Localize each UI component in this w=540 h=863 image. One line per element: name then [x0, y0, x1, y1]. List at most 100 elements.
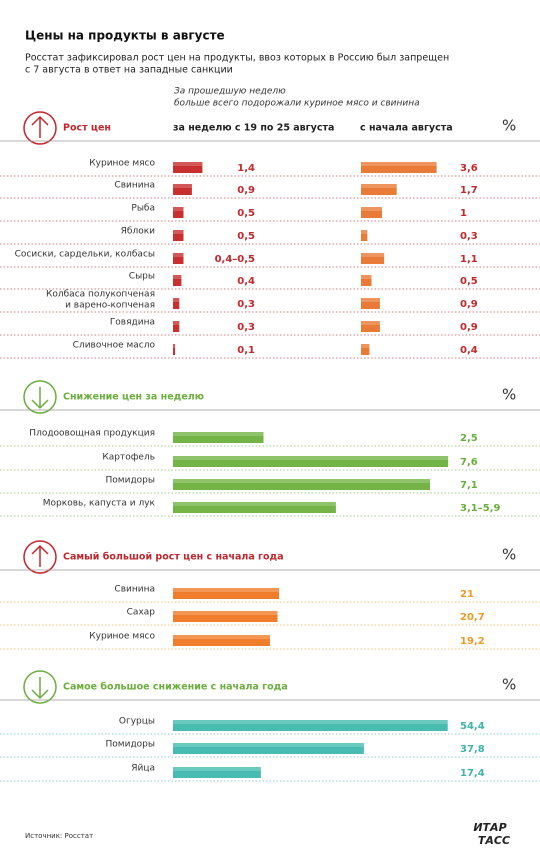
bar-highlight	[173, 321, 180, 325]
bar-highlight	[361, 230, 368, 234]
category-label: Сосиски, сардельки, колбасы	[15, 250, 155, 260]
category-label: Свинина	[114, 585, 155, 595]
bar	[173, 502, 336, 513]
subtitle: Росстат зафиксировал рост цен на продукт…	[25, 53, 449, 64]
logo: ИТАР	[473, 821, 506, 834]
section-arrow	[31, 115, 49, 138]
bar-highlight	[361, 184, 397, 188]
bar-highlight	[173, 184, 192, 188]
note: больше всего подорожали куриное мясо и с…	[174, 99, 420, 109]
bar	[361, 298, 380, 309]
category-label: Огурцы	[119, 717, 155, 727]
section-arrow	[31, 544, 49, 567]
section-icon	[23, 540, 57, 574]
bar	[173, 321, 180, 332]
value-label: 0,3	[237, 299, 255, 310]
column-header: за неделю с 19 по 25 августа	[173, 123, 334, 134]
category-label: Сыры	[129, 272, 155, 282]
bar-highlight	[173, 207, 184, 211]
bar	[361, 207, 382, 218]
section-title: Снижение цен за неделю	[63, 392, 204, 403]
bar	[361, 162, 437, 173]
unit: %	[502, 117, 516, 135]
category-label: Куриное мясо	[89, 159, 155, 169]
bar-highlight	[361, 344, 370, 348]
value-label: 0,5	[237, 231, 255, 242]
bar	[173, 298, 180, 309]
bar	[361, 344, 370, 355]
category-label: Яблоки	[121, 227, 155, 237]
value-label: 37,8	[460, 744, 485, 755]
value-label: 1,1	[460, 254, 478, 265]
value-label: 3,6	[460, 163, 478, 174]
category-label: Помидоры	[106, 476, 155, 486]
bar	[361, 275, 372, 286]
bar	[173, 184, 192, 195]
bar	[173, 767, 261, 778]
category-label: Морковь, капуста и лук	[43, 499, 156, 509]
bar-highlight	[173, 720, 448, 724]
category-label: Яйца	[131, 764, 155, 774]
bar-highlight	[361, 321, 380, 325]
value-label: 20,7	[460, 612, 485, 623]
category-label: Картофель	[102, 453, 155, 463]
bar-highlight	[361, 275, 372, 279]
bar	[173, 743, 364, 754]
category-label: Куриное мясо	[89, 632, 155, 642]
bar	[173, 611, 278, 622]
bar	[173, 588, 280, 599]
category-label: Колбаса полукопченая и варено-копченая	[46, 289, 155, 310]
value-label: 54,4	[460, 721, 485, 732]
value-label: 0,9	[460, 299, 478, 310]
note: За прошедшую неделю	[174, 87, 286, 97]
subtitle: с 7 августа в ответ на западные санкции	[25, 65, 233, 76]
bar	[173, 344, 176, 355]
value-label: 7,6	[460, 457, 478, 468]
section-title: Рост цен	[63, 123, 111, 134]
bar-highlight	[361, 207, 382, 211]
bar-highlight	[173, 502, 336, 506]
bar	[173, 720, 448, 731]
bar-highlight	[173, 588, 280, 592]
unit: %	[502, 676, 516, 694]
bar-highlight	[173, 230, 184, 234]
bar-highlight	[173, 479, 431, 483]
section-arrow	[31, 677, 49, 700]
value-label: 1,4	[237, 163, 255, 174]
value-label: 0,1	[237, 345, 255, 356]
bar	[173, 162, 203, 173]
value-label: 1	[460, 208, 467, 219]
value-label: 2,5	[460, 433, 478, 444]
bar-highlight	[361, 162, 437, 166]
bar-highlight	[173, 767, 261, 771]
value-label: 0,4–0,5	[215, 254, 255, 265]
section-icon	[23, 670, 57, 704]
section-icon	[23, 111, 57, 145]
value-label: 0,4	[237, 276, 255, 287]
bar	[173, 432, 264, 443]
bar	[173, 207, 184, 218]
bar	[173, 275, 182, 286]
bar-highlight	[173, 611, 278, 615]
title: Цены на продукты в августе	[25, 29, 225, 43]
category-label: Сливочное масло	[73, 341, 156, 351]
column-header: с начала августа	[360, 123, 453, 134]
value-label: 19,2	[460, 636, 485, 647]
section-icon	[23, 380, 57, 414]
value-label: 0,5	[460, 276, 478, 287]
bar-highlight	[361, 298, 380, 302]
category-label: Сахар	[127, 608, 156, 618]
bar-highlight	[173, 344, 176, 348]
bar	[173, 253, 184, 264]
bar-highlight	[173, 298, 180, 302]
value-label: 17,4	[460, 768, 485, 779]
value-label: 3,1–5,9	[460, 503, 500, 514]
bar-highlight	[173, 456, 449, 460]
unit: %	[502, 546, 516, 564]
value-label: 0,3	[460, 231, 478, 242]
bar	[173, 635, 270, 646]
value-label: 0,5	[237, 208, 255, 219]
value-label: 7,1	[460, 480, 478, 491]
bar	[173, 230, 184, 241]
